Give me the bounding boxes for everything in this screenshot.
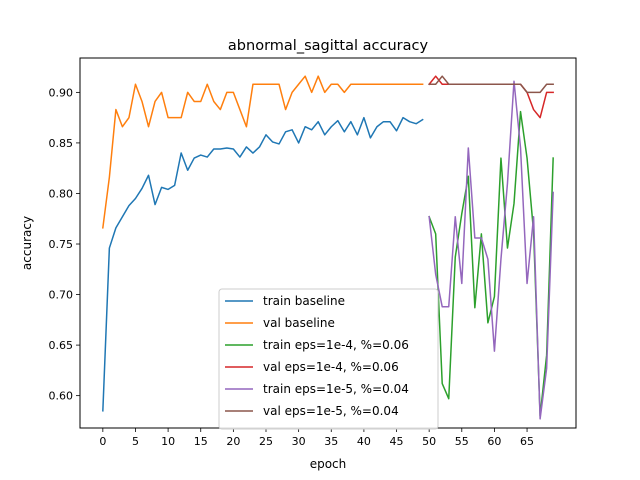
- legend-label-5: val eps=1e-5, %=0.04: [263, 404, 399, 418]
- series-line-4: [428, 80, 554, 420]
- y-tick-label: 0.80: [49, 187, 74, 200]
- legend-label-1: val baseline: [263, 316, 335, 330]
- series-line-1: [102, 75, 424, 229]
- y-tick-label: 0.60: [49, 390, 74, 403]
- x-axis: 0 5 10 15 20 25 30 35 40 45 50 55 60 65: [99, 428, 534, 448]
- y-tick-label: 0.85: [49, 137, 74, 150]
- legend-label-4: train eps=1e-5, %=0.04: [263, 382, 409, 396]
- x-tick-label: 0: [99, 435, 106, 448]
- x-tick-label: 30: [292, 435, 306, 448]
- x-tick-label: 65: [520, 435, 534, 448]
- legend-box: [218, 288, 439, 430]
- x-tick-label: 45: [390, 435, 404, 448]
- x-tick-label: 10: [161, 435, 175, 448]
- legend-label-0: train baseline: [263, 294, 345, 308]
- series-line-5: [428, 75, 554, 94]
- y-tick-label: 0.75: [49, 238, 74, 251]
- x-axis-label: epoch: [310, 457, 347, 471]
- x-tick-label: 35: [324, 435, 338, 448]
- legend: train baseline val baseline train eps=1e-4…: [218, 288, 439, 430]
- series-line-0: [102, 116, 424, 412]
- legend-label-3: val eps=1e-4, %=0.06: [263, 360, 399, 374]
- y-tick-label: 0.90: [49, 86, 74, 99]
- y-axis-label: accuracy: [20, 216, 34, 270]
- y-tick-label: 0.70: [49, 289, 74, 302]
- legend-label-2: train eps=1e-4, %=0.06: [263, 338, 409, 352]
- x-tick-label: 40: [357, 435, 371, 448]
- x-tick-label: 20: [226, 435, 240, 448]
- x-tick-label: 5: [132, 435, 139, 448]
- y-tick-label: 0.65: [49, 339, 74, 352]
- y-axis: 0.60 0.65 0.70 0.75 0.80 0.85 0.90: [49, 86, 80, 403]
- x-tick-label: 60: [487, 435, 501, 448]
- chart-title: abnormal_sagittal accuracy: [228, 38, 429, 54]
- series-layer: [102, 75, 554, 420]
- x-tick-label: 50: [422, 435, 436, 448]
- x-tick-label: 15: [194, 435, 208, 448]
- x-tick-label: 25: [259, 435, 273, 448]
- x-tick-label: 55: [455, 435, 469, 448]
